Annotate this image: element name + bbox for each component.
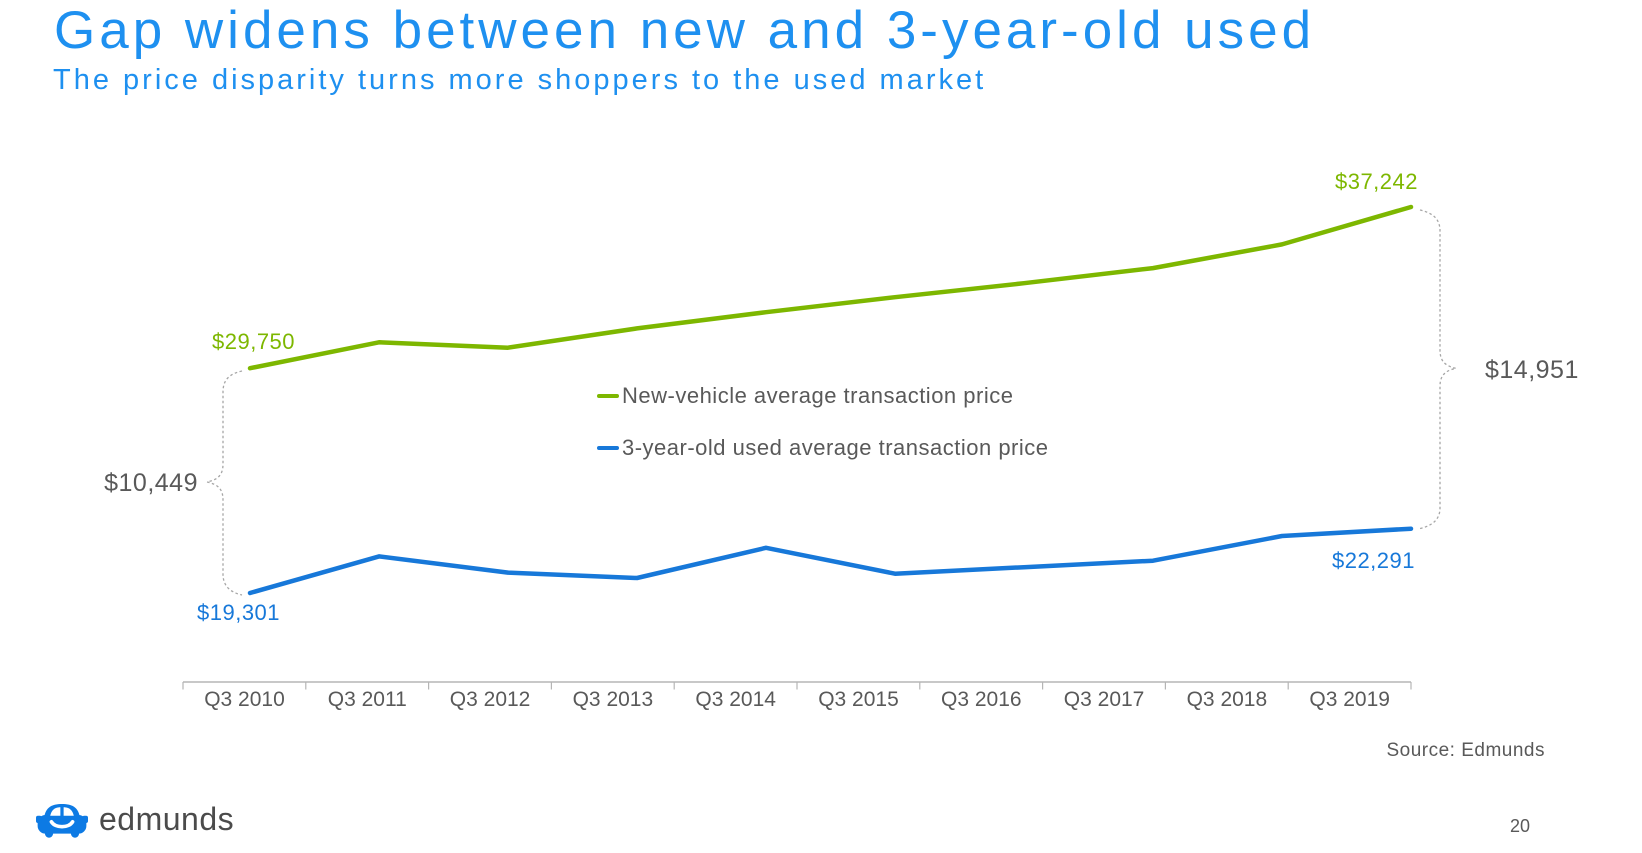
used-vehicle-end-label: $22,291 (1331, 548, 1415, 573)
new-vehicle-start-label: $29,750 (212, 329, 296, 354)
new-vehicle-line (247, 204, 1414, 371)
x-axis-ticks (182, 682, 1412, 690)
new-vehicle-legend-label: New-vehicle average transaction price (622, 383, 1014, 408)
x-axis-label: Q3 2015 (818, 688, 899, 711)
used-vehicle-legend-label: 3-year-old used average transaction pric… (622, 435, 1049, 460)
gap-2010-label: $10,449 (104, 469, 198, 497)
gap-2019-label: $14,951 (1485, 356, 1579, 384)
new-vehicle-end-label: $37,242 (1334, 169, 1418, 194)
used-vehicle-start-label: $19,301 (197, 600, 281, 625)
x-axis-label: Q3 2016 (941, 688, 1022, 711)
left-gap-brace-icon (206, 370, 243, 596)
page-title: Gap widens between new and 3-year-old us… (54, 1, 1316, 60)
used-vehicle-line (247, 526, 1414, 596)
x-axis-label: Q3 2011 (327, 688, 407, 711)
x-axis-label: Q3 2019 (1309, 688, 1390, 711)
x-axis-label: Q3 2013 (572, 688, 654, 711)
x-axis-label: Q3 2017 (1063, 688, 1145, 711)
x-axis-label: Q3 2014 (695, 688, 776, 711)
legend-item-used-vehicle: 3-year-old used average transaction pric… (597, 435, 1049, 461)
source-note: Source: Edmunds (1386, 740, 1545, 761)
car-logo-icon (36, 803, 88, 838)
x-axis-label: Q3 2018 (1186, 688, 1268, 711)
used-vehicle-legend-dash-icon (597, 446, 619, 450)
page-number: 20 (1509, 816, 1530, 836)
legend-item-new-vehicle: New-vehicle average transaction price (597, 383, 1013, 409)
page-subtitle: The price disparity turns more shoppers … (53, 64, 987, 96)
right-gap-brace-icon (1419, 209, 1457, 530)
edmunds-logo: edmunds (36, 799, 234, 839)
x-axis-label: Q3 2012 (449, 688, 531, 711)
logo-wordmark: edmunds (99, 800, 235, 837)
new-vehicle-legend-dash-icon (597, 394, 619, 398)
x-axis-label: Q3 2010 (204, 688, 285, 711)
